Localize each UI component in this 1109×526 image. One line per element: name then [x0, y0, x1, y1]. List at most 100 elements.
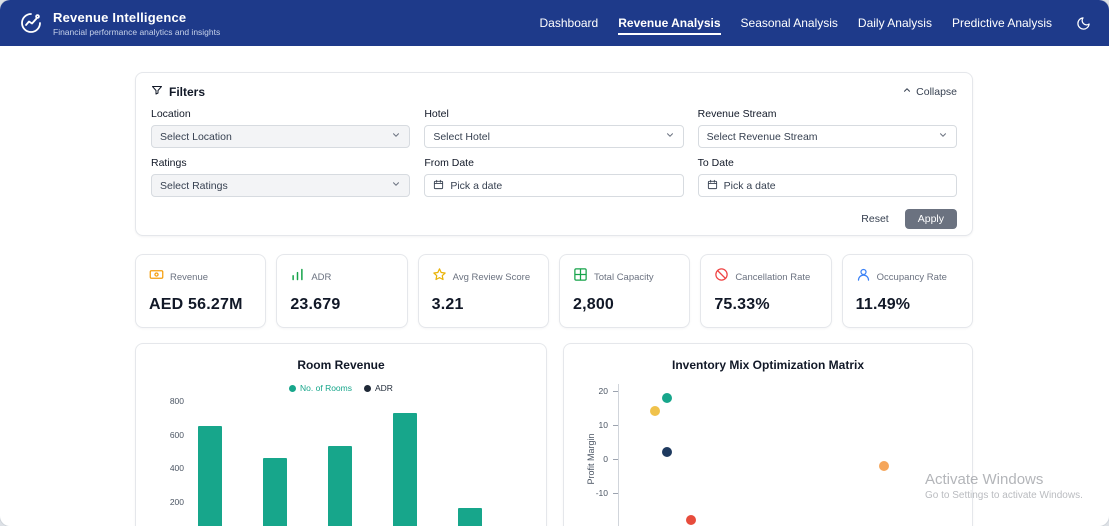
kpi-value: 23.679 — [290, 296, 341, 313]
filters-footer: Reset Apply — [151, 209, 957, 229]
chevron-up-icon — [902, 85, 912, 98]
kpi-value: 11.49% — [855, 296, 911, 313]
nav-item-seasonal-analysis[interactable]: Seasonal Analysis — [740, 16, 838, 30]
y-tick-mark — [613, 493, 618, 494]
brand: Revenue Intelligence Financial performan… — [18, 10, 220, 37]
nav-item-daily-analysis[interactable]: Daily Analysis — [857, 16, 932, 30]
kpi-label: Revenue — [170, 271, 209, 283]
charts-row: Room Revenue No. of Rooms ADR 200 400 600 8… — [135, 343, 973, 526]
ban-icon — [714, 267, 729, 287]
legend-dot — [289, 384, 297, 392]
inventory-matrix-chart-card: Inventory Mix Optimization Matrix Profit… — [563, 343, 973, 526]
scatter-point-3[interactable] — [685, 515, 696, 526]
room-revenue-chart-card: Room Revenue No. of Rooms ADR 200 400 600 8… — [135, 343, 547, 526]
from-date-label: From Date — [424, 157, 474, 169]
filter-grid: Location Select Location Hotel Select Ho… — [151, 108, 957, 197]
app-subtitle: Financial performance analytics and insi… — [53, 26, 221, 37]
kpi-card-revenue: Revenue AED 56.27M — [135, 254, 267, 328]
revenue-stream-select[interactable]: Select Revenue Stream — [697, 125, 957, 148]
kpi-card-total-capacity: Total Capacity 2,800 — [558, 254, 691, 328]
kpi-card-avg-review-score: Avg Review Score 3.21 — [417, 254, 549, 328]
calendar-icon — [707, 179, 718, 193]
ratings-label: Ratings — [151, 157, 187, 169]
star-icon — [432, 267, 447, 287]
scatter-point-0[interactable] — [649, 406, 660, 417]
bar-2[interactable] — [327, 446, 352, 526]
filters-card: Filters Collapse Location Select Locatio… — [135, 72, 973, 236]
legend-item-adr[interactable]: ADR — [364, 383, 393, 393]
chevron-down-icon — [391, 130, 401, 143]
y-tick-label: 400 — [169, 463, 184, 473]
y-tick-mark — [613, 459, 618, 460]
kpi-value: 75.33% — [714, 296, 770, 313]
bar-3[interactable] — [392, 412, 417, 526]
location-select[interactable]: Select Location — [151, 125, 411, 148]
y-tick-label: 20 — [598, 386, 608, 396]
kpi-card-cancellation-rate: Cancellation Rate 75.33% — [700, 254, 832, 328]
moon-icon[interactable] — [1076, 16, 1091, 31]
to-date-picker[interactable]: Pick a date — [697, 174, 957, 197]
y-tick-label: 10 — [598, 420, 608, 430]
kpi-label: Cancellation Rate — [735, 271, 811, 283]
kpi-label: ADR — [311, 271, 332, 283]
y-tick-label: 800 — [169, 396, 184, 406]
bar-1[interactable] — [262, 457, 287, 526]
chart-title: Room Revenue — [297, 358, 385, 372]
reset-button[interactable]: Reset — [853, 209, 896, 229]
scatter-plot: Profit Margin 20 10 0 -10 — [564, 344, 972, 526]
kpi-card-adr: ADR 23.679 — [276, 254, 408, 328]
bar-chart-icon — [290, 267, 305, 287]
kpi-value: 2,800 — [572, 296, 615, 313]
to-date-label: To Date — [697, 157, 734, 169]
y-axis-line — [618, 384, 619, 526]
nav-item-revenue-analysis[interactable]: Revenue Analysis — [618, 11, 721, 35]
scatter-point-1[interactable] — [661, 392, 672, 403]
funnel-icon — [151, 84, 163, 99]
filters-title: Filters — [151, 84, 205, 99]
from-date-picker[interactable]: Pick a date — [424, 174, 684, 197]
y-tick-label: 600 — [169, 429, 184, 440]
filter-field-hotel: Hotel Select Hotel — [424, 108, 684, 148]
filter-field-ratings: Ratings Select Ratings — [151, 157, 411, 197]
kpi-label: Occupancy Rate — [876, 271, 947, 283]
y-tick-label: 0 — [603, 454, 608, 464]
kpi-label: Avg Review Score — [452, 271, 531, 283]
nav-item-dashboard[interactable]: Dashboard — [539, 16, 599, 30]
grid-icon — [573, 267, 588, 287]
location-label: Location — [151, 108, 191, 120]
app-logo-icon — [18, 10, 44, 36]
scatter-point-4[interactable] — [878, 460, 889, 471]
kpi-card-occupancy-rate: Occupancy Rate 11.49% — [841, 254, 973, 328]
app-title: Revenue Intelligence — [53, 9, 187, 25]
nav-item-predictive-analysis[interactable]: Predictive Analysis — [951, 16, 1052, 30]
filter-field-revenue-stream: Revenue Stream Select Revenue Stream — [697, 108, 957, 148]
revenue-stream-label: Revenue Stream — [697, 108, 777, 120]
y-tick-label: -10 — [595, 488, 608, 498]
y-tick-label: 200 — [169, 496, 184, 507]
bar-4[interactable] — [457, 508, 482, 526]
kpi-label: Total Capacity — [593, 271, 654, 283]
bar-0[interactable] — [197, 426, 222, 526]
chevron-down-icon — [391, 179, 401, 192]
banknote-icon — [149, 267, 164, 287]
apply-button[interactable]: Apply — [904, 209, 957, 229]
ratings-select[interactable]: Select Ratings — [151, 174, 411, 197]
legend-item-no-of-rooms[interactable]: No. of Rooms — [289, 383, 352, 393]
filters-header: Filters Collapse — [151, 84, 957, 99]
kpi-value: AED 56.27M — [149, 296, 243, 313]
scatter-point-2[interactable] — [661, 447, 672, 458]
chart-legend: No. of Rooms ADR — [136, 383, 546, 393]
hotel-select[interactable]: Select Hotel — [424, 125, 684, 148]
calendar-icon — [433, 179, 444, 193]
filter-field-to-date: To Date Pick a date — [697, 157, 957, 197]
nav-links: Dashboard Revenue Analysis Seasonal Anal… — [540, 11, 1091, 35]
legend-dot — [364, 384, 371, 392]
kpi-value: 3.21 — [431, 296, 464, 313]
chevron-down-icon — [665, 130, 675, 143]
y-tick-mark — [613, 425, 618, 426]
y-tick-mark — [613, 391, 618, 392]
collapse-button[interactable]: Collapse — [902, 85, 957, 98]
kpi-row: Revenue AED 56.27M ADR 23.679 Avg Review… — [135, 254, 973, 328]
filter-field-from-date: From Date Pick a date — [424, 157, 684, 197]
